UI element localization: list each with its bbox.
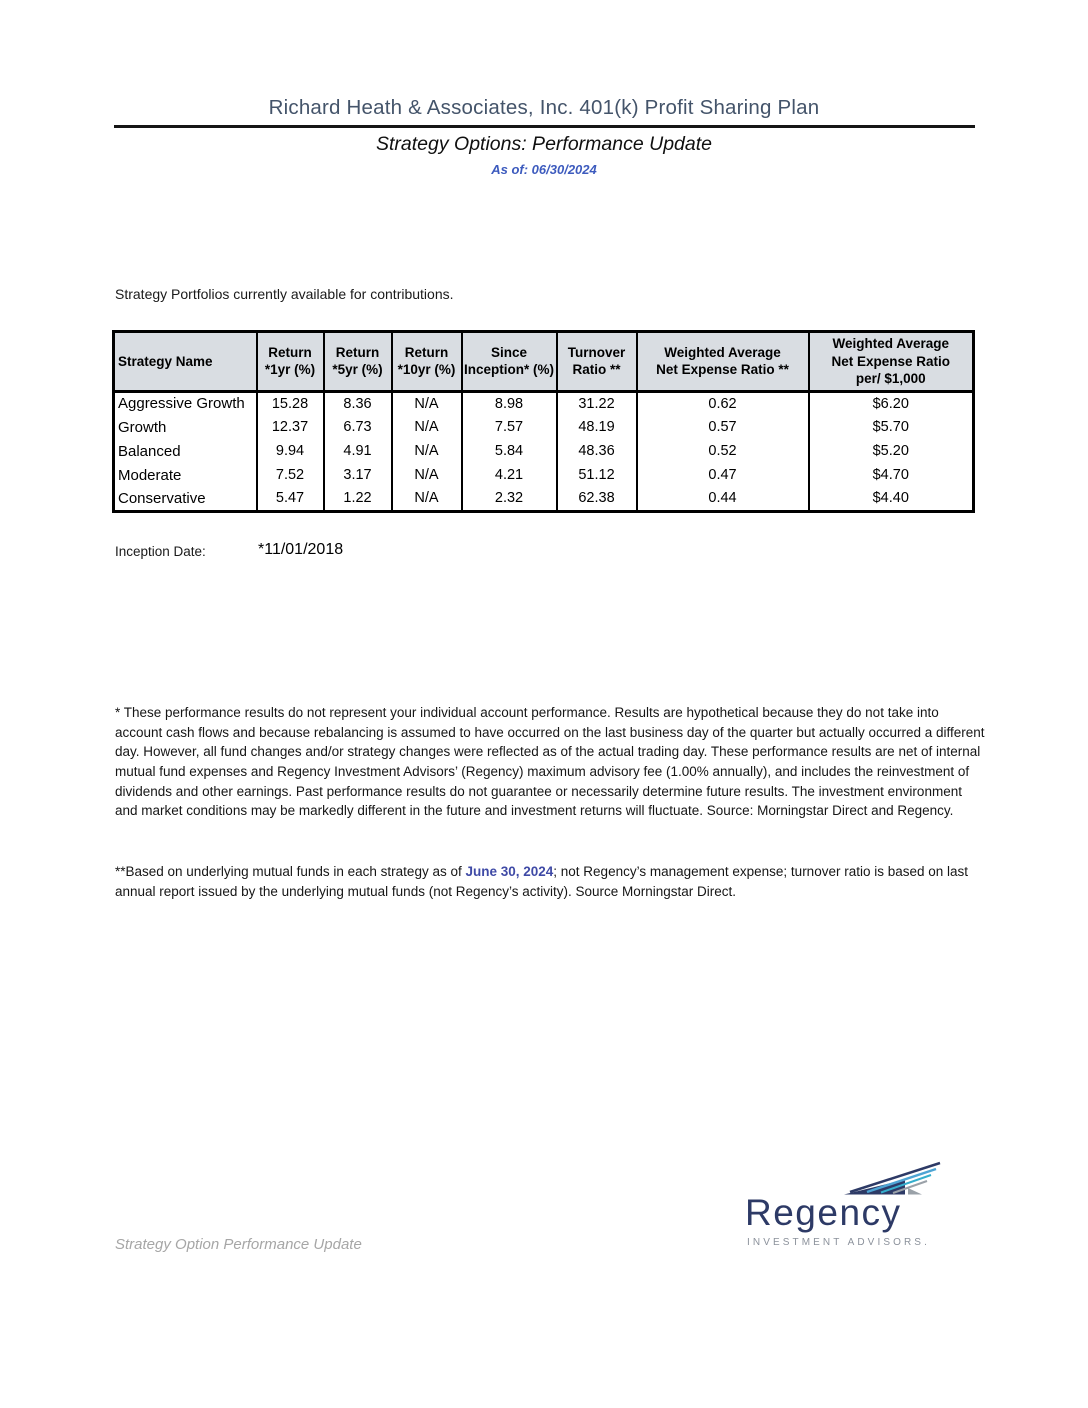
turnover-footnote-date: June 30, 2024: [465, 864, 554, 879]
inception-date-label: Inception Date:: [115, 544, 206, 559]
return-1yr: 5.47: [256, 487, 325, 512]
column-header-return-10yr: Return *10yr (%): [391, 331, 463, 393]
return-1yr: 15.28: [256, 391, 325, 416]
return-5yr: 1.22: [323, 487, 393, 512]
return-10yr: N/A: [391, 439, 463, 464]
regency-tagline: INVESTMENT ADVISORS.: [747, 1237, 930, 1248]
since-inception: 7.57: [461, 415, 558, 440]
column-header-since-inception: Since Inception* (%): [461, 331, 558, 393]
return-10yr: N/A: [391, 463, 463, 488]
turnover-ratio: 51.12: [556, 463, 638, 488]
return-1yr: 9.94: [256, 439, 325, 464]
page-title: Richard Heath & Associates, Inc. 401(k) …: [268, 96, 820, 119]
strategy-name: Aggressive Growth: [113, 391, 258, 416]
column-header-strategy-name: Strategy Name: [113, 331, 258, 393]
return-10yr: N/A: [391, 391, 463, 416]
return-10yr: N/A: [391, 415, 463, 440]
turnover-ratio: 31.22: [556, 391, 638, 416]
regency-swoosh-icon: [844, 1161, 941, 1195]
net-expense-per-1000: $6.20: [872, 395, 909, 412]
strategy-name: Balanced: [113, 439, 258, 464]
footer-page-label: Strategy Option Performance Update: [115, 1236, 362, 1253]
net-expense-per-1000: $5.70: [872, 419, 909, 436]
turnover-footnote: **Based on underlying mutual funds in ea…: [115, 862, 987, 901]
inception-date-value: *11/01/2018: [258, 541, 344, 558]
table-row: Balanced 9.94 4.91 N/A 5.84 48.36 0.52 $…: [113, 439, 974, 464]
return-5yr: 6.73: [323, 415, 393, 440]
net-expense-ratio: 0.57: [636, 415, 810, 440]
column-header-return-1yr: Return *1yr (%): [256, 331, 325, 393]
table-row: Conservative 5.47 1.22 N/A 2.32 62.38 0.…: [113, 487, 974, 512]
return-5yr: 4.91: [323, 439, 393, 464]
as-of-date: As of: 06/30/2024: [491, 162, 597, 177]
table-row: Growth 12.37 6.73 N/A 7.57 48.19 0.57 $5…: [113, 415, 974, 440]
strategy-name: Conservative: [113, 487, 258, 512]
return-1yr: 7.52: [256, 463, 325, 488]
performance-table: Strategy Name Return *1yr (%) Return *5y…: [112, 330, 975, 513]
strategy-name: Growth: [113, 415, 258, 440]
net-expense-ratio: 0.47: [636, 463, 810, 488]
net-expense-per-1000: $4.40: [872, 490, 909, 507]
net-expense-ratio: 0.52: [636, 439, 810, 464]
title-divider: [114, 125, 975, 128]
net-expense-per-1000: $5.20: [872, 443, 909, 460]
turnover-footnote-pre: **Based on underlying mutual funds in ea…: [115, 864, 466, 879]
table-row: Aggressive Growth 15.28 8.36 N/A 8.98 31…: [113, 391, 974, 416]
since-inception: 8.98: [461, 391, 558, 416]
regency-wordmark: Regency: [745, 1192, 902, 1233]
net-expense-ratio: 0.44: [636, 487, 810, 512]
strategy-name: Moderate: [113, 463, 258, 488]
document-subtitle: Strategy Options: Performance Update: [375, 133, 712, 155]
turnover-footnote-post: ; not Regency’s management expense; turn…: [115, 864, 969, 899]
since-inception: 5.84: [461, 439, 558, 464]
column-header-return-5yr: Return *5yr (%): [323, 331, 393, 393]
turnover-ratio: 48.19: [556, 415, 638, 440]
regency-logo: Regency INVESTMENT ADVISORS.: [745, 1160, 945, 1255]
return-10yr: N/A: [391, 487, 463, 512]
return-5yr: 8.36: [323, 391, 393, 416]
table-header-row: Strategy Name Return *1yr (%) Return *5y…: [113, 331, 974, 393]
turnover-ratio: 62.38: [556, 487, 638, 512]
return-5yr: 3.17: [323, 463, 393, 488]
since-inception: 2.32: [461, 487, 558, 512]
turnover-ratio: 48.36: [556, 439, 638, 464]
intro-text: Strategy Portfolios currently available …: [115, 286, 454, 302]
since-inception: 4.21: [461, 463, 558, 488]
column-header-turnover-ratio: Turnover Ratio **: [556, 331, 638, 393]
performance-disclaimer: * These performance results do not repre…: [115, 705, 985, 819]
net-expense-per-1000: $4.70: [872, 467, 909, 484]
column-header-weighted-avg-ner: Weighted Average Net Expense Ratio **: [636, 331, 810, 393]
net-expense-ratio: 0.62: [636, 391, 810, 416]
return-1yr: 12.37: [256, 415, 325, 440]
table-row: Moderate 7.52 3.17 N/A 4.21 51.12 0.47 $…: [113, 463, 974, 488]
column-header-weighted-avg-ner-per-1000: Weighted Average Net Expense Ratio per/ …: [808, 331, 974, 393]
